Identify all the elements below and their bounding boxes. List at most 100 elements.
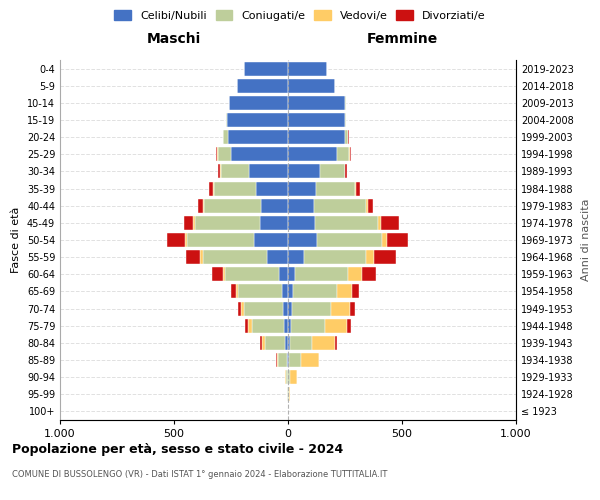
Bar [241, 302, 244, 316]
Bar [331, 302, 350, 316]
Bar [288, 318, 291, 332]
Bar [209, 182, 214, 196]
Bar [316, 182, 355, 196]
Bar [268, 250, 288, 264]
Bar [256, 182, 288, 196]
Bar [212, 268, 223, 281]
Bar [185, 233, 187, 247]
Bar [387, 233, 408, 247]
Text: Maschi: Maschi [147, 32, 201, 46]
Bar [238, 302, 241, 316]
Bar [186, 250, 200, 264]
Bar [288, 182, 316, 196]
Bar [187, 233, 254, 247]
Bar [231, 148, 288, 162]
Bar [337, 284, 352, 298]
Bar [227, 130, 288, 144]
Text: Femmine: Femmine [367, 32, 437, 46]
Bar [244, 62, 288, 76]
Bar [325, 318, 347, 332]
Bar [293, 284, 337, 298]
Bar [218, 148, 231, 162]
Bar [288, 78, 335, 92]
Bar [288, 302, 292, 316]
Bar [221, 164, 249, 178]
Bar [315, 216, 377, 230]
Bar [314, 198, 367, 212]
Bar [218, 164, 220, 178]
Bar [288, 62, 327, 76]
Bar [344, 164, 346, 178]
Bar [367, 250, 374, 264]
Bar [367, 198, 368, 212]
Bar [352, 284, 359, 298]
Bar [335, 336, 337, 350]
Bar [244, 302, 283, 316]
Bar [260, 198, 288, 212]
Bar [304, 250, 367, 264]
Bar [345, 130, 348, 144]
Bar [245, 318, 248, 332]
Bar [289, 370, 290, 384]
Bar [285, 336, 288, 350]
Bar [232, 284, 236, 298]
Bar [260, 336, 262, 350]
Bar [288, 353, 289, 367]
Bar [248, 318, 252, 332]
Bar [203, 198, 260, 212]
Bar [226, 113, 227, 127]
Bar [288, 198, 314, 212]
Bar [249, 164, 288, 178]
Bar [347, 318, 352, 332]
Bar [200, 250, 203, 264]
Bar [301, 353, 319, 367]
Bar [349, 148, 350, 162]
Legend: Celibi/Nubili, Coniugati/e, Vedovi/e, Divorziati/e: Celibi/Nubili, Coniugati/e, Vedovi/e, Di… [110, 6, 490, 25]
Bar [227, 113, 288, 127]
Bar [362, 268, 376, 281]
Bar [356, 182, 360, 196]
Bar [337, 148, 349, 162]
Bar [288, 250, 304, 264]
Bar [288, 96, 346, 110]
Bar [289, 388, 290, 402]
Bar [184, 216, 193, 230]
Bar [194, 216, 260, 230]
Bar [368, 198, 373, 212]
Bar [284, 318, 288, 332]
Bar [236, 78, 288, 92]
Bar [377, 216, 381, 230]
Bar [225, 268, 280, 281]
Bar [280, 268, 288, 281]
Bar [288, 233, 317, 247]
Bar [382, 233, 387, 247]
Bar [262, 336, 265, 350]
Bar [193, 216, 194, 230]
Bar [238, 284, 281, 298]
Bar [288, 113, 346, 127]
Bar [288, 164, 320, 178]
Bar [167, 233, 185, 247]
Bar [214, 182, 256, 196]
Bar [203, 250, 268, 264]
Bar [348, 268, 362, 281]
Bar [355, 182, 356, 196]
Text: Popolazione per età, sesso e stato civile - 2024: Popolazione per età, sesso e stato civil… [12, 442, 343, 456]
Bar [265, 336, 285, 350]
Y-axis label: Fasce di età: Fasce di età [11, 207, 21, 273]
Bar [288, 268, 295, 281]
Bar [289, 353, 301, 367]
Bar [374, 250, 396, 264]
Bar [295, 268, 348, 281]
Bar [278, 353, 287, 367]
Bar [277, 353, 278, 367]
Bar [229, 96, 288, 110]
Bar [286, 370, 287, 384]
Bar [198, 198, 203, 212]
Bar [288, 130, 345, 144]
Bar [223, 268, 225, 281]
Bar [381, 216, 398, 230]
Y-axis label: Anni di nascita: Anni di nascita [581, 198, 590, 281]
Bar [320, 164, 344, 178]
Bar [281, 284, 288, 298]
